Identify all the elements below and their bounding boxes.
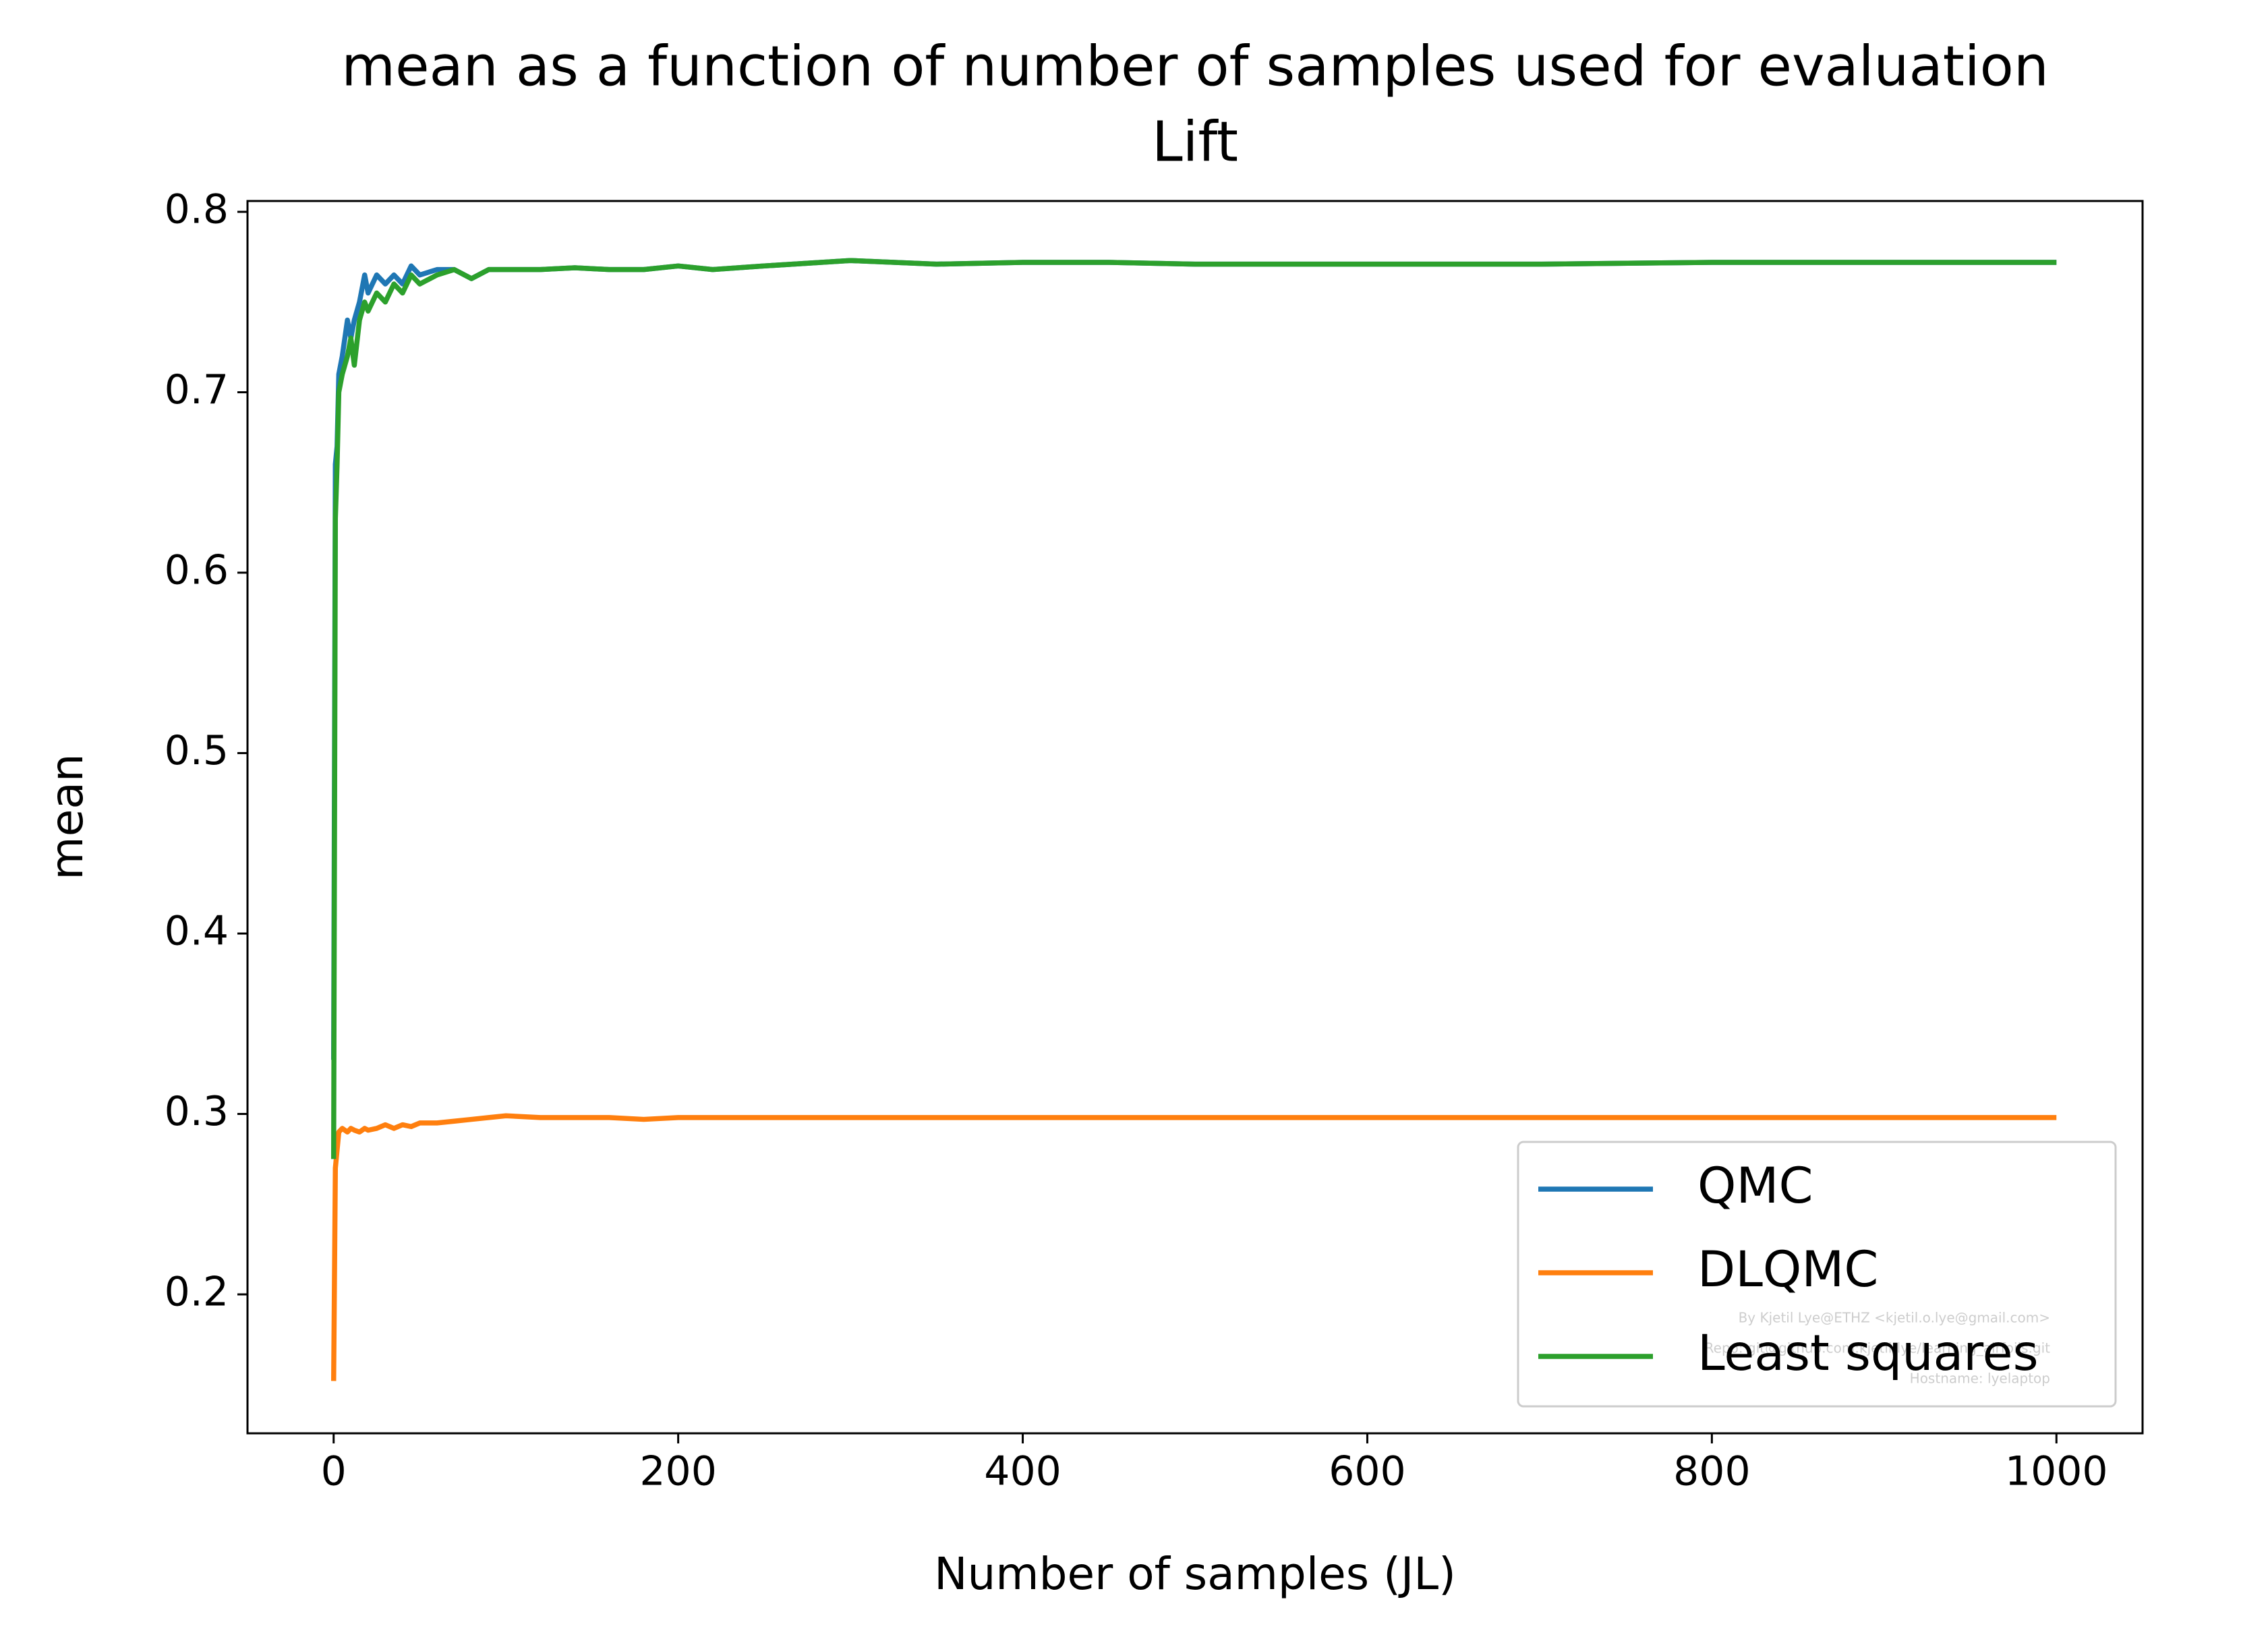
x-tick-label: 600 xyxy=(1329,1448,1406,1495)
x-tick-label: 800 xyxy=(1673,1448,1751,1495)
y-tick-label: 0.2 xyxy=(165,1269,229,1316)
x-axis-label: Number of samples (JL) xyxy=(934,1548,1456,1600)
line-series xyxy=(330,258,2057,1159)
y-tick-label: 0.7 xyxy=(165,366,229,413)
y-tick-label: 0.8 xyxy=(165,186,229,233)
line-series xyxy=(330,1113,2057,1381)
legend-label: QMC xyxy=(1697,1157,1813,1215)
legend-label: DLQMC xyxy=(1697,1241,1878,1298)
legend-box xyxy=(1517,1141,2117,1408)
x-tick-label: 400 xyxy=(984,1448,1062,1495)
x-tick-label: 0 xyxy=(321,1448,347,1495)
x-tick-label: 200 xyxy=(639,1448,717,1495)
y-axis-label: mean xyxy=(41,753,93,880)
y-tick-label: 0.3 xyxy=(165,1088,229,1135)
legend-label: Least squares xyxy=(1697,1325,2039,1382)
x-tick-label: 1000 xyxy=(2005,1448,2108,1495)
chart-title: mean as a function of number of samples … xyxy=(341,34,2049,98)
plot-frame xyxy=(246,200,2144,1435)
chart-subtitle: Lift xyxy=(1152,110,1238,174)
y-tick-label: 0.6 xyxy=(165,547,229,594)
y-tick-label: 0.5 xyxy=(165,727,229,774)
line-series xyxy=(330,258,2057,1060)
y-tick-label: 0.4 xyxy=(165,908,229,955)
